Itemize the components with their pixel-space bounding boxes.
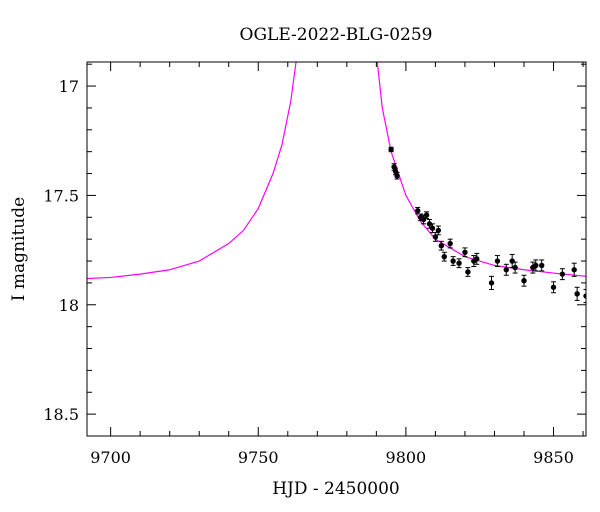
data-marker (503, 267, 509, 273)
data-marker (426, 221, 433, 227)
data-marker (571, 267, 577, 273)
y-tick-label: 18 (59, 296, 79, 315)
data-layer (388, 146, 586, 304)
data-marker (559, 271, 566, 277)
data-marker (414, 208, 421, 214)
data-marker (465, 269, 471, 275)
data-marker (494, 258, 501, 264)
y-axis-label: I magnitude (9, 197, 29, 301)
data-point (429, 223, 436, 234)
data-point (450, 256, 456, 266)
data-marker (420, 216, 427, 223)
plot-frame (86, 61, 587, 437)
data-point (533, 259, 539, 272)
data-marker (533, 262, 539, 269)
data-point (394, 171, 400, 180)
data-marker (447, 240, 453, 247)
data-point (488, 275, 495, 290)
data-marker (550, 284, 557, 290)
y-tick-label: 18.5 (43, 405, 79, 424)
data-marker (509, 258, 515, 264)
data-point (550, 281, 557, 294)
data-point (571, 262, 577, 277)
data-marker (462, 249, 468, 255)
y-tick-label: 17 (59, 77, 79, 96)
data-point (462, 247, 468, 258)
x-axis-label: HJD - 2450000 (272, 479, 400, 499)
data-point (512, 261, 518, 274)
data-marker (432, 234, 439, 240)
data-point (465, 267, 471, 277)
data-marker (583, 293, 586, 299)
y-tick-label: 17.5 (43, 186, 79, 205)
data-point (494, 255, 501, 267)
data-point (441, 251, 447, 262)
data-point (539, 259, 545, 272)
data-marker (488, 280, 495, 286)
data-point (503, 263, 509, 276)
data-marker (539, 262, 545, 269)
axes-layer: 9700 9750 9800 9850 17 17.5 18 18.5 (43, 62, 586, 467)
data-marker (521, 278, 527, 284)
data-point (521, 274, 527, 287)
data-point (388, 146, 394, 153)
data-point (574, 286, 580, 301)
data-point (435, 225, 442, 236)
data-marker (423, 212, 430, 218)
data-marker (512, 264, 518, 271)
data-point (474, 252, 480, 265)
data-marker (474, 256, 480, 262)
data-marker (574, 291, 580, 297)
data-point (438, 240, 445, 251)
data-marker (438, 243, 445, 249)
data-point (559, 268, 566, 281)
data-marker (394, 173, 400, 179)
data-marker (435, 227, 442, 234)
data-marker (450, 258, 456, 264)
x-tick-label: 9800 (386, 448, 427, 467)
data-point (447, 238, 453, 249)
x-tick-label: 9750 (238, 448, 279, 467)
data-point (423, 211, 430, 219)
x-tick-label: 9700 (90, 448, 131, 467)
data-point (456, 258, 462, 269)
chart-title: OGLE-2022-BLG-0259 (240, 25, 433, 45)
x-tick-label: 9850 (533, 448, 574, 467)
data-point (583, 288, 586, 304)
data-marker (441, 253, 447, 260)
data-marker (429, 225, 436, 231)
data-marker (456, 260, 462, 266)
data-marker (388, 146, 394, 153)
